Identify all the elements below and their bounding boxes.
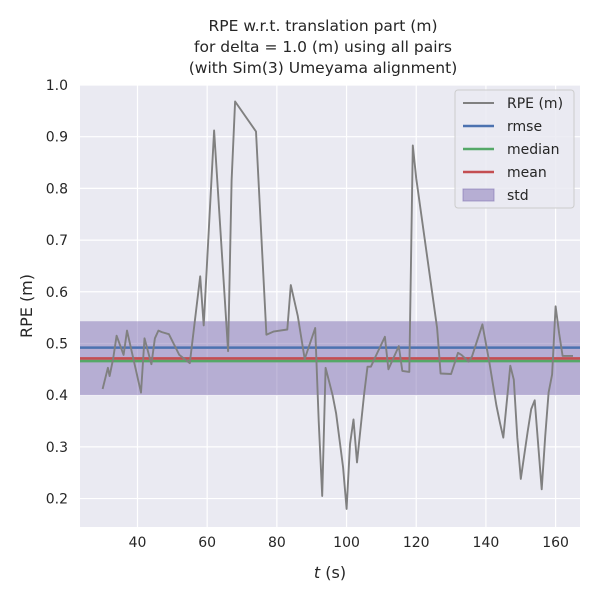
x-tick-label: 100 (333, 535, 360, 551)
y-tick-label: 0.8 (46, 181, 68, 197)
y-tick-label: 0.5 (46, 336, 68, 352)
legend-swatch-std (462, 188, 495, 202)
x-axis-label: t (s) (314, 563, 346, 582)
legend-label-mean: mean (507, 165, 547, 181)
y-tick-label: 0.7 (46, 233, 68, 249)
x-tick-label: 140 (473, 535, 500, 551)
x-tick-label: 160 (542, 535, 569, 551)
tick-labels: 40 60 80 100 120 140 160 0.2 0.3 0.4 0.5 0.6 0.7 0.8 0… (46, 78, 569, 551)
y-tick-label: 0.9 (46, 130, 68, 146)
stat-lines-layer (80, 346, 580, 363)
legend-box (454, 89, 575, 209)
y-tick-label: 1.0 (46, 78, 68, 94)
legend-label-rmse: rmse (507, 119, 542, 135)
y-tick-label: 0.4 (46, 388, 68, 404)
y-tick-label: 0.6 (46, 285, 68, 301)
rpe-series-layer (101, 100, 573, 510)
x-axis-label-unit: (s) (320, 563, 346, 582)
y-axis-label: RPE (m) (17, 274, 36, 338)
y-tick-label: 0.2 (46, 492, 68, 508)
legend-label-std: std (507, 188, 529, 204)
x-axis-label-var: t (314, 563, 321, 582)
x-tick-label: 80 (268, 535, 286, 551)
x-tick-label: 120 (403, 535, 430, 551)
legend: RPE (m) rmse median mean std (454, 89, 575, 209)
chart-title-line-1: RPE w.r.t. translation part (m) (208, 17, 437, 35)
rpe-series-line (101, 100, 573, 510)
x-tick-label: 60 (198, 535, 216, 551)
legend-label-rpe-m: RPE (m) (507, 96, 563, 112)
chart-title-line-2: for delta = 1.0 (m) using all pairs (194, 38, 452, 56)
x-tick-label: 40 (129, 535, 147, 551)
legend-label-median: median (507, 142, 559, 158)
y-tick-label: 0.3 (46, 440, 68, 456)
chart-title-line-3: (with Sim(3) Umeyama alignment) (189, 59, 458, 77)
chart-title: RPE w.r.t. translation part (m) for delt… (189, 17, 458, 77)
